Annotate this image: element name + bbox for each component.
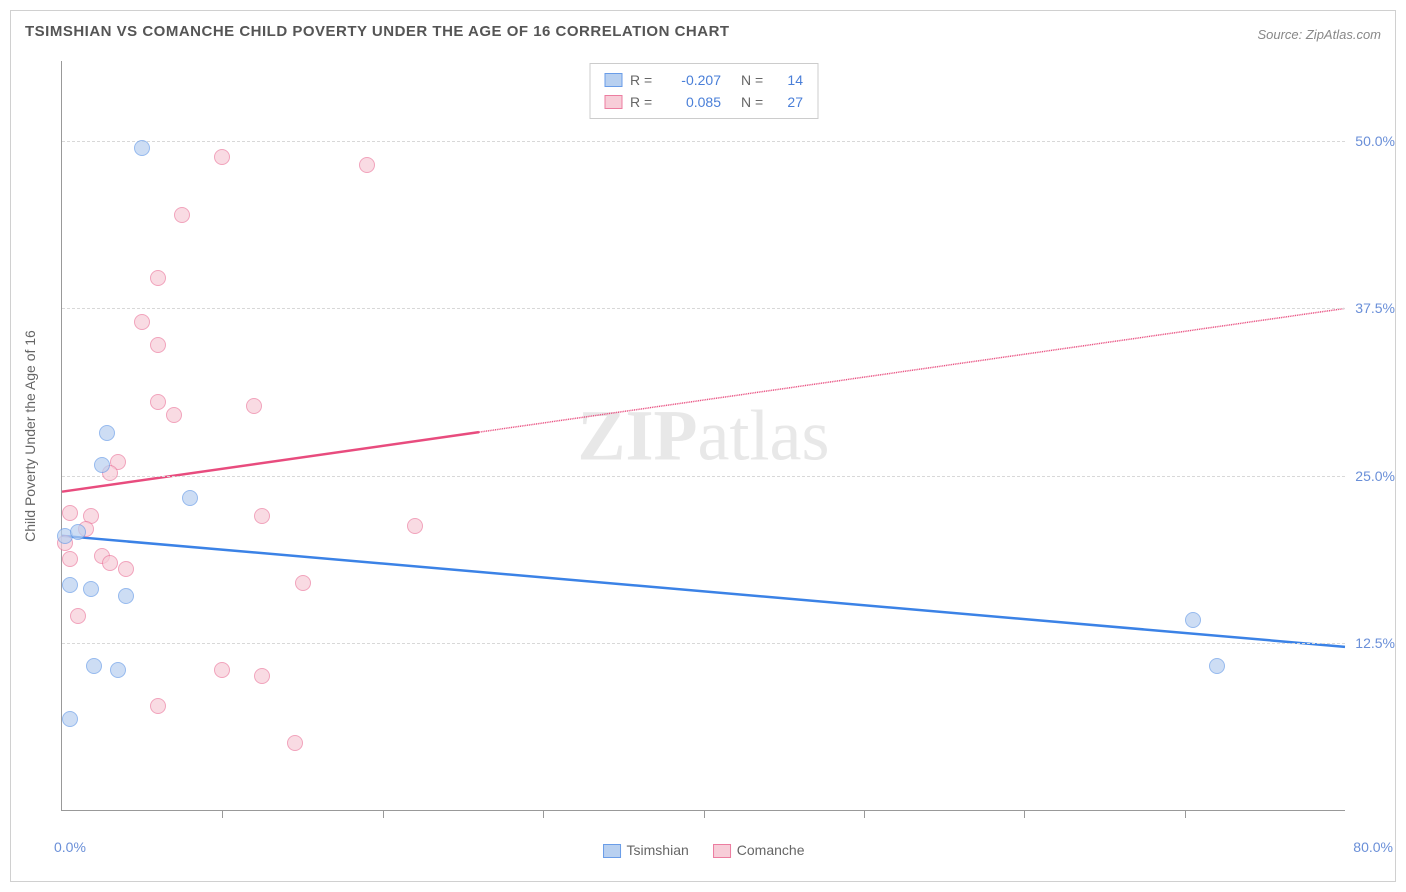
legend-item: Comanche <box>713 842 805 858</box>
x-axis-tick-label: 80.0% <box>1353 839 1393 855</box>
scatter-point <box>62 577 78 593</box>
scatter-point <box>150 698 166 714</box>
scatter-point <box>102 555 118 571</box>
scatter-point <box>1209 658 1225 674</box>
trend-line-solid <box>62 536 1345 647</box>
scatter-point <box>70 608 86 624</box>
scatter-point <box>70 524 86 540</box>
legend-item: Tsimshian <box>603 842 689 858</box>
correlation-legend: R = -0.207 N = 14 R = 0.085 N = 27 <box>589 63 818 119</box>
trend-line-dashed <box>479 308 1345 432</box>
y-axis-tick-label: 12.5% <box>1355 635 1395 651</box>
scatter-point <box>407 518 423 534</box>
scatter-point <box>214 662 230 678</box>
x-axis-tick <box>704 810 705 818</box>
r-value: -0.207 <box>666 69 721 91</box>
scatter-point <box>150 270 166 286</box>
legend-swatch <box>603 844 621 858</box>
scatter-point <box>287 735 303 751</box>
y-axis-tick-label: 50.0% <box>1355 133 1395 149</box>
scatter-point <box>295 575 311 591</box>
y-axis-tick-label: 25.0% <box>1355 468 1395 484</box>
legend-swatch <box>604 73 622 87</box>
scatter-point <box>182 490 198 506</box>
gridline <box>62 141 1345 142</box>
gridline <box>62 643 1345 644</box>
r-value: 0.085 <box>666 91 721 113</box>
source-label: Source: ZipAtlas.com <box>1257 27 1381 42</box>
scatter-point <box>254 508 270 524</box>
n-label: N = <box>741 91 769 113</box>
scatter-point <box>214 149 230 165</box>
scatter-point <box>62 505 78 521</box>
y-axis-title: Child Poverty Under the Age of 16 <box>22 330 38 542</box>
chart-container: TSIMSHIAN VS COMANCHE CHILD POVERTY UNDE… <box>10 10 1396 882</box>
x-axis-tick <box>383 810 384 818</box>
n-label: N = <box>741 69 769 91</box>
x-axis-tick <box>1024 810 1025 818</box>
scatter-point <box>99 425 115 441</box>
n-value: 14 <box>777 69 803 91</box>
trend-lines-svg <box>62 61 1345 810</box>
scatter-point <box>118 561 134 577</box>
x-axis-tick <box>1185 810 1186 818</box>
gridline <box>62 308 1345 309</box>
gridline <box>62 476 1345 477</box>
chart-title: TSIMSHIAN VS COMANCHE CHILD POVERTY UNDE… <box>25 23 730 40</box>
scatter-point <box>62 711 78 727</box>
x-axis-tick-label: 0.0% <box>54 839 86 855</box>
legend-swatch <box>604 95 622 109</box>
scatter-point <box>246 398 262 414</box>
x-axis-tick <box>864 810 865 818</box>
scatter-point <box>118 588 134 604</box>
legend-swatch <box>713 844 731 858</box>
plot-area: Child Poverty Under the Age of 16 ZIPatl… <box>61 61 1345 811</box>
scatter-point <box>134 314 150 330</box>
scatter-point <box>150 394 166 410</box>
r-label: R = <box>630 91 658 113</box>
scatter-point <box>94 457 110 473</box>
scatter-point <box>166 407 182 423</box>
scatter-point <box>150 337 166 353</box>
scatter-point <box>174 207 190 223</box>
scatter-point <box>359 157 375 173</box>
series-legend: Tsimshian Comanche <box>603 842 805 858</box>
scatter-point <box>62 551 78 567</box>
x-axis-tick <box>222 810 223 818</box>
scatter-point <box>134 140 150 156</box>
scatter-point <box>86 658 102 674</box>
r-label: R = <box>630 69 658 91</box>
scatter-point <box>254 668 270 684</box>
y-axis-tick-label: 37.5% <box>1355 300 1395 316</box>
n-value: 27 <box>777 91 803 113</box>
scatter-point <box>110 662 126 678</box>
scatter-point <box>1185 612 1201 628</box>
scatter-point <box>83 581 99 597</box>
correlation-legend-row: R = 0.085 N = 27 <box>604 91 803 113</box>
x-axis-tick <box>543 810 544 818</box>
correlation-legend-row: R = -0.207 N = 14 <box>604 69 803 91</box>
